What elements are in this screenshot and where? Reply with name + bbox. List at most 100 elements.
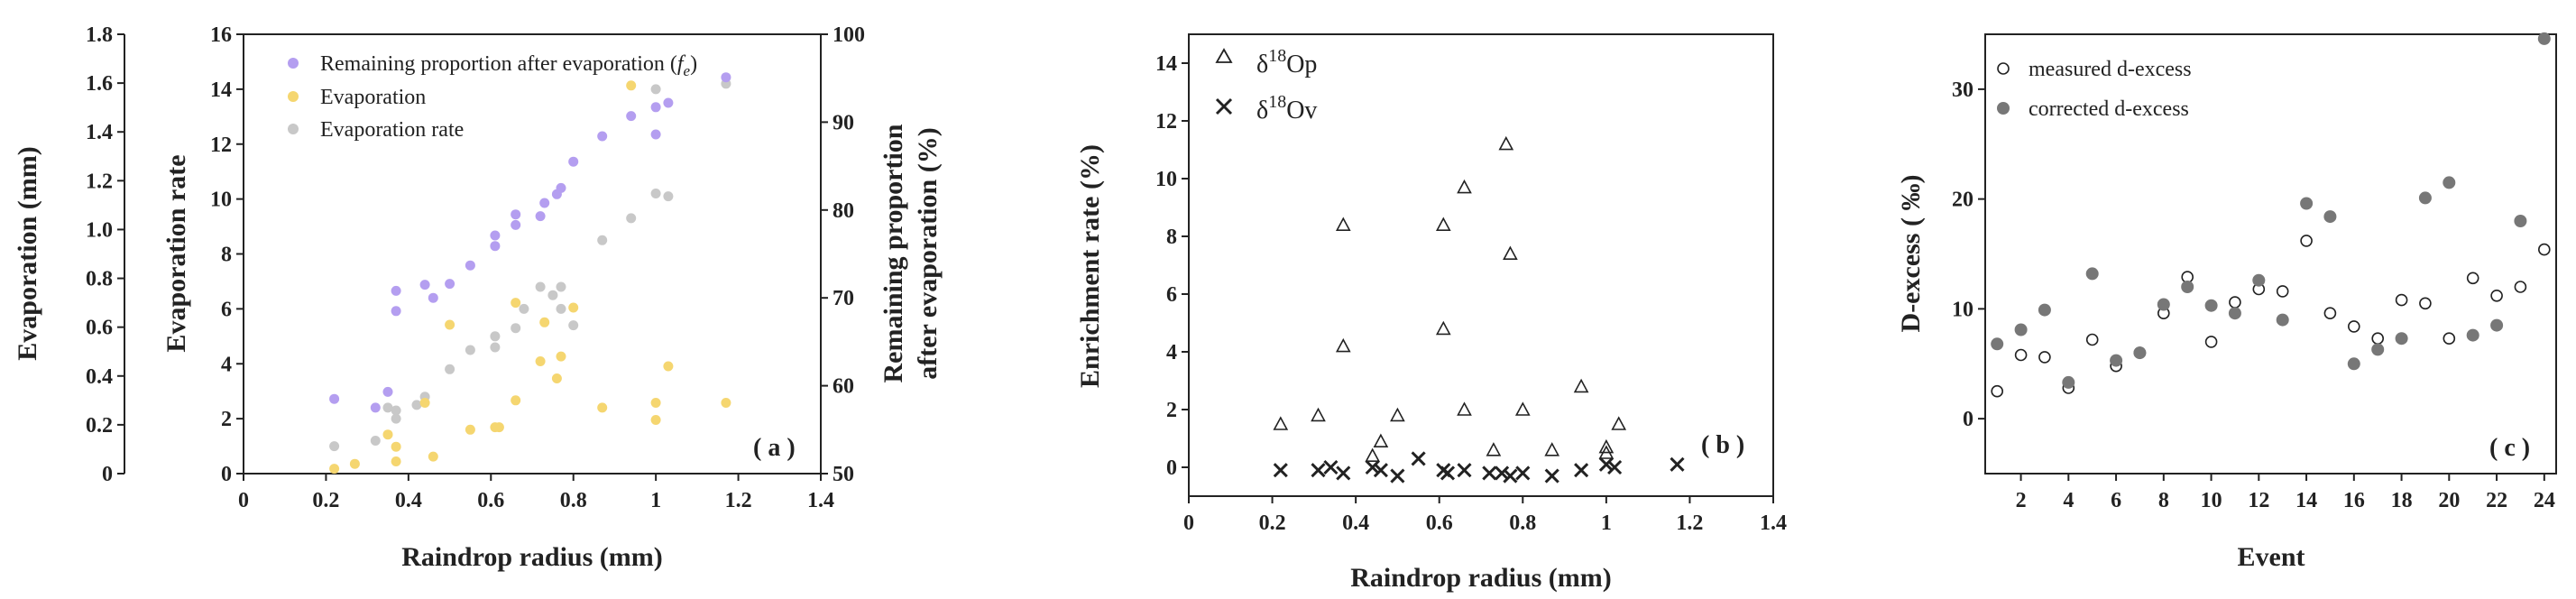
panel-a-point-evaporation — [511, 395, 521, 406]
panel-a-point-rate — [547, 290, 558, 300]
panel-a-far-left-axis-tick-label: 0 — [102, 463, 113, 486]
panel-b-point-d18op — [1514, 401, 1531, 416]
legend-marker-measured — [1997, 62, 2010, 75]
panel-a-point-rate — [391, 405, 401, 416]
legend-marker-corrected — [1997, 102, 2010, 115]
panel-b-point-d18op — [1457, 401, 1472, 416]
panel-a-point-fe — [650, 129, 661, 140]
panel-c-point-corrected — [2443, 176, 2456, 189]
panel-c-x-axis-tick-label: 18 — [2391, 489, 2413, 512]
panel-a-point-rate — [391, 413, 401, 424]
panel-c-point-corrected — [2347, 357, 2360, 371]
panel-a-left-axis-tick-label: 4 — [221, 353, 232, 376]
panel-c-point-corrected — [2085, 267, 2099, 281]
panel-a-point-rate — [490, 342, 501, 353]
panel-a-right-axis-tick-label: 90 — [833, 111, 854, 134]
panel-c-point-measured — [2276, 285, 2289, 298]
panel-b-point-d18op — [1611, 416, 1627, 430]
panel-a-tag: ( a ) — [753, 434, 796, 462]
panel-a-far-left-axis-title: Evaporation (mm) — [13, 146, 42, 360]
legend-marker-d18op — [1215, 48, 1233, 63]
panel-b-point-d18op — [1311, 407, 1326, 422]
panel-b-y-axis-tick-label: 14 — [1155, 52, 1177, 76]
panel-a-far-left-axis-tick-label: 1.4 — [86, 121, 113, 144]
panel-c-point-measured — [2490, 289, 2503, 302]
panel-c-point-corrected — [2300, 197, 2314, 210]
panel-c-point-corrected — [2038, 303, 2051, 317]
panel-a-point-evaporation — [626, 80, 637, 91]
panel-a-point-rate — [519, 303, 529, 314]
panel-c-y-axis-tick-label: 20 — [1952, 189, 1973, 212]
panel-a-point-rate — [535, 281, 546, 292]
panel-a-point-fe — [663, 97, 674, 108]
panel-a-x-axis-tick-label: 0.8 — [560, 489, 587, 512]
panel-c-plot-frame — [1984, 33, 2557, 475]
panel-b-x-axis-tick-label: 1.4 — [1760, 511, 1787, 535]
panel-c-x-axis-tick-label: 14 — [2295, 489, 2317, 512]
panel-c-point-corrected — [2418, 191, 2432, 205]
panel-a-point-fe — [721, 72, 731, 83]
panel-b-point-d18ov — [1598, 456, 1614, 472]
panel-b-y-axis-tick-label: 2 — [1166, 399, 1177, 422]
panel-a-point-evaporation — [597, 402, 608, 413]
panel-b-point-d18ov — [1323, 459, 1339, 475]
panel-a-point-fe — [511, 219, 521, 230]
panel-a-point-fe — [391, 285, 401, 296]
panel-b-point-d18op — [1365, 447, 1381, 462]
panel-a-point-evaporation — [568, 302, 579, 313]
panel-b-y-axis-title: Enrichment rate (%) — [1075, 144, 1105, 388]
panel-b-point-d18ov — [1457, 463, 1472, 478]
panel-b-x-axis-tick-label: 0 — [1183, 511, 1194, 535]
panel-a-point-evaporation — [419, 398, 430, 408]
panel-b-point-d18ov — [1440, 465, 1456, 481]
panel-c-point-measured — [2466, 272, 2479, 285]
panel-a-point-fe — [650, 102, 661, 113]
panel-b-point-d18op — [1544, 442, 1560, 456]
panel-c-point-measured — [2038, 351, 2051, 364]
panel-a-x-axis-tick-label: 1.2 — [725, 489, 752, 512]
panel-a-left-axis-tick-label: 16 — [210, 23, 232, 47]
panel-c-x-axis-tick-label: 24 — [2534, 489, 2555, 512]
panel-c-point-corrected — [2276, 313, 2289, 327]
panel-a-x-axis-tick-label: 0.2 — [312, 489, 339, 512]
panel-a-point-rate — [411, 400, 422, 410]
panel-b-point-d18ov — [1365, 459, 1380, 475]
panel-a-point-rate — [556, 281, 566, 292]
panel-c-y-axis-tick-label: 10 — [1952, 298, 1973, 321]
panel-c-y-axis-title: D-excess ( ‰) — [1896, 175, 1926, 333]
panel-c-point-measured — [2300, 235, 2313, 247]
panel-b-y-axis-tick-label: 10 — [1155, 168, 1177, 191]
panel-c-point-corrected — [2228, 307, 2241, 320]
panel-a-point-evaporation — [539, 317, 550, 327]
panel-b-x-axis-tick-label: 1 — [1601, 511, 1612, 535]
panel-a-point-rate — [370, 436, 381, 446]
panel-a-far-left-axis-tick-label: 1.8 — [86, 23, 113, 47]
panel-b-y-axis-tick-label: 0 — [1166, 456, 1177, 480]
panel-a-point-evaporation — [382, 429, 393, 440]
panel-a-point-rate — [568, 320, 579, 331]
panel-c-point-corrected — [2110, 354, 2123, 367]
panel-a-right-axis-tick-label: 70 — [833, 287, 854, 310]
panel-b-point-d18op — [1435, 217, 1451, 231]
panel-a-point-rate — [490, 331, 501, 342]
panel-a-point-fe — [490, 230, 501, 241]
legend-label-fe: Remaining proportion after evaporation (… — [320, 52, 697, 79]
panel-a-point-fe — [329, 393, 340, 404]
panel-b-point-d18op — [1486, 442, 1502, 456]
legend-label-evaporation: Evaporation — [320, 86, 426, 109]
panel-b-point-d18ov — [1482, 465, 1497, 481]
panel-c-x-axis-tick-label: 10 — [2201, 489, 2222, 512]
panel-c-point-measured — [1991, 384, 2003, 398]
panel-c-point-corrected — [2252, 273, 2266, 287]
panel-a-far-left-axis-tick-label: 0.4 — [86, 365, 113, 389]
legend-label-d18op: δ18Op — [1256, 46, 1317, 78]
panel-a-far-left-axis-tick-label: 0.2 — [86, 414, 113, 438]
panel-c-x-axis-tick-label: 4 — [2063, 489, 2074, 512]
panel-c-point-corrected — [2537, 32, 2551, 45]
panel-c-point-corrected — [2490, 318, 2504, 332]
panel-c-x-axis-tick-label: 6 — [2111, 489, 2121, 512]
panel-b-x-axis-tick-label: 0.8 — [1509, 511, 1536, 535]
panel-b-y-axis-tick-label: 8 — [1166, 226, 1177, 249]
panel-a-point-evaporation — [511, 298, 521, 309]
